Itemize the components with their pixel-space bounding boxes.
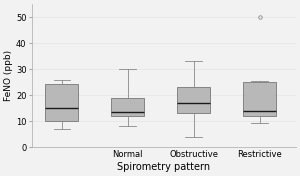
Y-axis label: FeNO (ppb): FeNO (ppb) [4,50,13,101]
X-axis label: Spirometry pattern: Spirometry pattern [117,162,211,172]
PathPatch shape [177,87,210,114]
PathPatch shape [111,98,144,116]
PathPatch shape [243,82,276,116]
PathPatch shape [45,84,78,121]
